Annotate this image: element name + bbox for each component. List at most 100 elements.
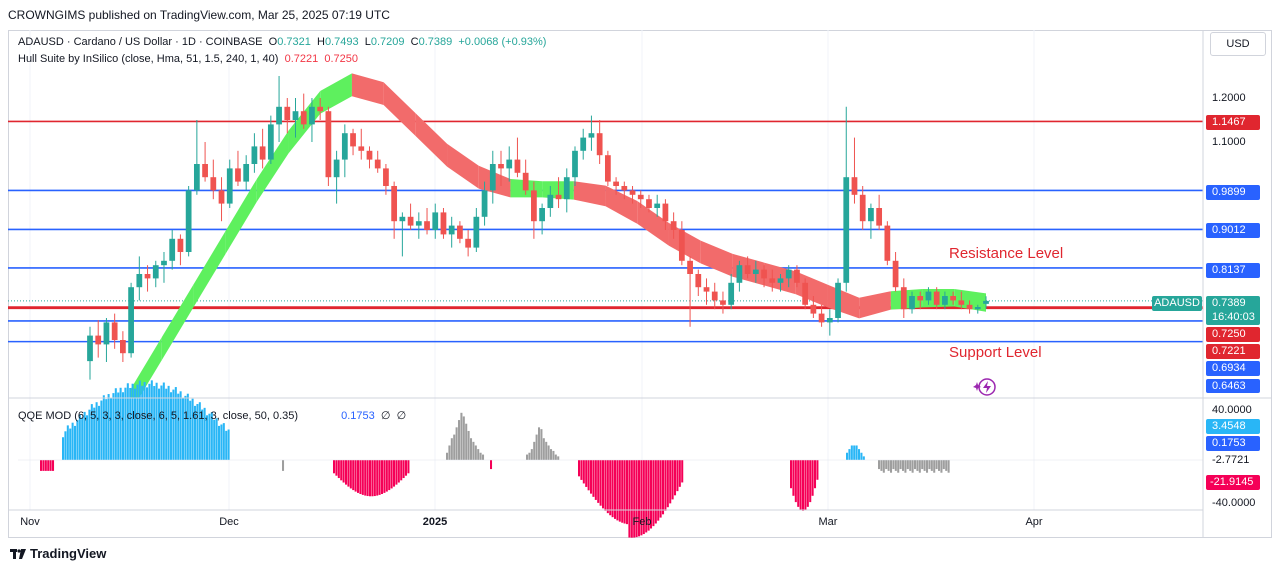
- candle-body: [399, 216, 406, 222]
- candle: [810, 296, 817, 318]
- candle-body: [942, 296, 948, 305]
- qqe-bar: [550, 449, 553, 460]
- qqe-bar: [146, 387, 149, 460]
- qqe-bar: [890, 460, 893, 473]
- candle: [777, 274, 784, 292]
- candle-body: [514, 159, 521, 173]
- candle-body: [251, 146, 258, 164]
- qqe-bars: [18, 380, 1203, 538]
- candle: [161, 252, 167, 283]
- qqe-bar: [616, 460, 619, 521]
- indicator-value-2: 0.7250: [324, 53, 359, 65]
- qqe-bar: [590, 460, 593, 494]
- candle-body: [933, 291, 940, 305]
- qqe-bar: [122, 392, 125, 460]
- currency-button[interactable]: USD: [1210, 32, 1266, 56]
- qqe-bar: [112, 393, 115, 460]
- qqe-bar: [69, 428, 72, 460]
- qqe-bar: [114, 388, 117, 460]
- qqe-bar: [897, 460, 900, 473]
- qqe-bar: [811, 460, 814, 496]
- qqe-bar: [119, 387, 122, 460]
- qqe-bar: [542, 438, 545, 460]
- hull-segment: [161, 284, 194, 361]
- qqe-bar: [359, 460, 362, 495]
- candle: [424, 208, 430, 235]
- candle-body: [457, 225, 463, 239]
- price-levels: [8, 120, 1203, 343]
- level-badge: 1.1467: [1206, 115, 1260, 130]
- candle: [572, 146, 578, 186]
- candle-body: [267, 124, 274, 160]
- candle: [859, 186, 866, 230]
- candle: [711, 282, 718, 310]
- candle: [448, 216, 455, 248]
- qqe-bar: [107, 394, 110, 460]
- candle: [391, 181, 398, 239]
- qqe-bar: [880, 460, 883, 471]
- qqe-bar: [381, 460, 384, 495]
- candle: [900, 278, 907, 318]
- qqe-bar: [666, 460, 669, 508]
- level-badge: 0.8137: [1206, 263, 1260, 278]
- hull-segment: [225, 179, 257, 255]
- qqe-bar: [95, 402, 98, 460]
- candle-body: [506, 159, 513, 169]
- candle-body: [983, 300, 989, 304]
- low-value: 0.7209: [370, 36, 405, 48]
- candle-body: [169, 238, 176, 261]
- qqe-bar: [131, 383, 134, 460]
- last-price-badge: 0.7389 16:40:03: [1206, 296, 1260, 325]
- candle: [235, 150, 241, 186]
- qqe-bar: [814, 460, 817, 489]
- qqe-bar: [407, 460, 410, 474]
- candle-body: [974, 307, 981, 310]
- qqe-bar: [373, 460, 376, 497]
- qqe-bar: [105, 399, 108, 460]
- qqe-bar: [609, 460, 612, 516]
- candle: [300, 93, 307, 129]
- qqe-bar: [474, 445, 477, 460]
- qqe-bar: [366, 460, 369, 497]
- candle: [604, 150, 611, 186]
- support-annotation: Support Level: [949, 344, 1042, 361]
- qqe-bar: [878, 460, 881, 470]
- candle: [670, 212, 677, 239]
- replay-icon[interactable]: [973, 378, 996, 396]
- candle: [309, 98, 315, 142]
- candle: [539, 203, 545, 235]
- change-value: +0.0068 (+0.93%): [458, 36, 547, 48]
- candle-body: [555, 194, 562, 200]
- qqe-bar: [802, 460, 805, 511]
- candle: [868, 203, 874, 239]
- candle-body: [859, 194, 866, 222]
- candle: [687, 256, 693, 327]
- candle: [695, 269, 702, 296]
- qqe-bar: [552, 450, 555, 460]
- level-badge: 0.6463: [1206, 379, 1260, 393]
- candle-body: [909, 296, 915, 310]
- qqe-badge: 0.1753: [1206, 436, 1260, 451]
- level-badge: 0.7221: [1206, 344, 1260, 359]
- qqe-bar: [885, 460, 888, 470]
- qqe-bar: [400, 460, 403, 481]
- qqe-bar: [477, 449, 480, 460]
- qqe-bar: [933, 460, 936, 473]
- candle-body: [161, 260, 167, 266]
- qqe-bar: [148, 383, 151, 460]
- qqe-bar: [194, 405, 197, 460]
- candle-body: [563, 177, 570, 200]
- qqe-bar: [371, 460, 374, 497]
- candle: [909, 291, 915, 314]
- qqe-bar: [155, 382, 158, 460]
- qqe-bar: [136, 384, 139, 460]
- qqe-bar: [618, 460, 621, 522]
- qqe-bar: [182, 398, 185, 460]
- qqe-bar: [126, 383, 129, 460]
- hull-segment: [130, 337, 162, 398]
- qqe-badge: 3.4548: [1206, 419, 1260, 434]
- qqe-bar: [899, 460, 902, 470]
- candle: [210, 159, 217, 200]
- candle-body: [695, 274, 702, 288]
